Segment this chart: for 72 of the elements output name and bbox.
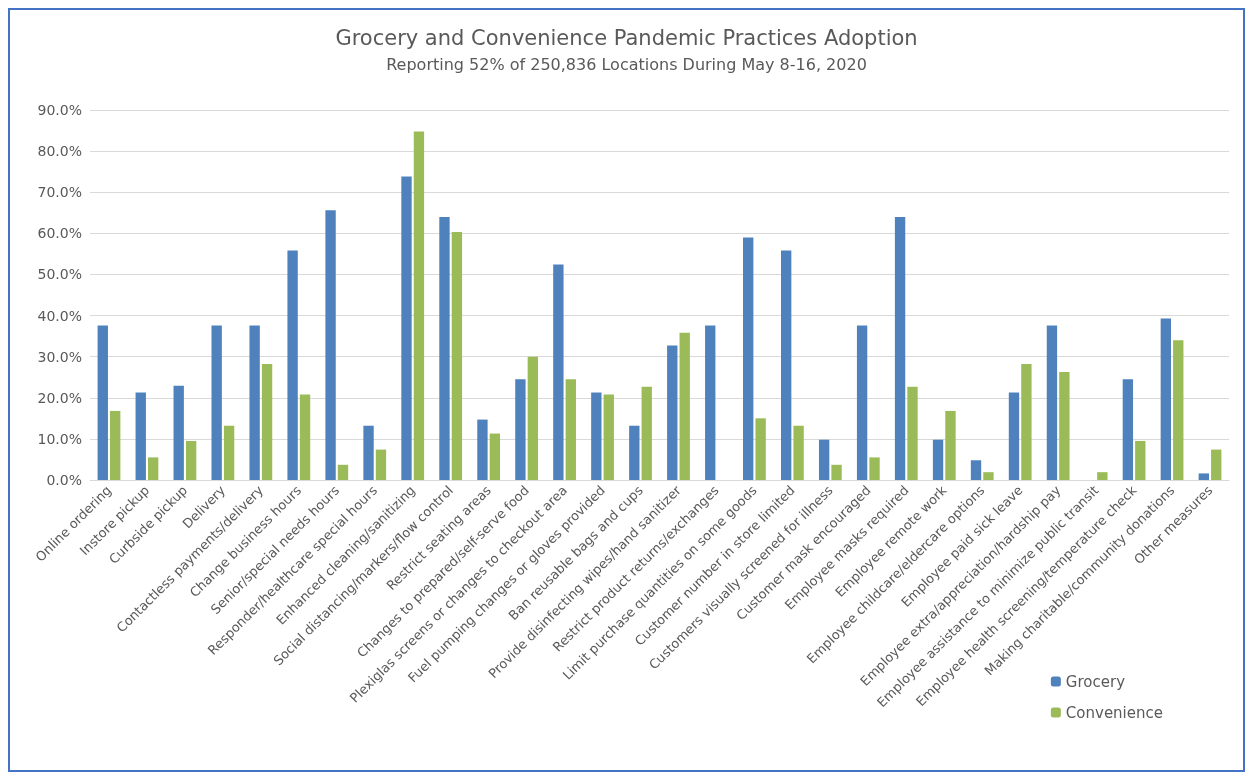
bar	[363, 425, 374, 480]
y-tick-label: 10.0%	[37, 430, 82, 447]
bar	[375, 449, 387, 480]
bar	[780, 250, 792, 480]
bar	[818, 439, 830, 480]
y-tick-label: 20.0%	[37, 389, 82, 406]
bar	[337, 464, 349, 480]
bar	[211, 325, 222, 480]
bar	[679, 332, 690, 480]
y-tick-label: 60.0%	[37, 225, 82, 242]
bar	[515, 379, 526, 480]
bar	[401, 176, 412, 480]
bar	[299, 394, 311, 480]
bar	[135, 392, 146, 480]
bar	[1021, 364, 1032, 480]
bar	[527, 356, 539, 480]
bar	[173, 385, 184, 480]
y-tick-label: 90.0%	[37, 102, 82, 118]
bar	[147, 457, 159, 480]
bar	[869, 457, 880, 480]
bar	[439, 216, 450, 480]
y-tick-label: 40.0%	[37, 307, 82, 324]
chart-subtitle: Reporting 52% of 250,836 Locations During May 8-16, 2020	[386, 54, 867, 74]
bar	[1122, 379, 1134, 480]
bar	[1173, 340, 1184, 480]
bar	[743, 237, 754, 480]
bar	[907, 386, 918, 480]
y-tick-label: 30.0%	[37, 348, 82, 365]
bar	[894, 216, 906, 480]
bar	[1198, 473, 1209, 480]
bar	[629, 425, 640, 480]
bar	[970, 460, 982, 480]
bar	[97, 325, 108, 480]
bar	[793, 425, 804, 480]
bar	[932, 439, 944, 480]
bar	[1008, 392, 1020, 480]
legend-label: Convenience	[1065, 703, 1164, 722]
bar	[667, 345, 678, 480]
bar	[856, 325, 868, 480]
bar	[185, 440, 197, 480]
bar	[249, 325, 260, 480]
bar	[261, 364, 273, 480]
bar	[451, 232, 463, 480]
bar	[223, 425, 235, 480]
bar	[603, 394, 614, 480]
bar	[983, 472, 994, 480]
y-tick-label: 80.0%	[37, 143, 82, 160]
bar	[1211, 449, 1222, 480]
legend-label: Grocery	[1065, 672, 1126, 691]
bar	[755, 418, 766, 480]
bar	[591, 392, 602, 480]
bar	[489, 433, 501, 480]
bar	[110, 410, 121, 480]
bar	[1059, 371, 1070, 480]
bar	[553, 264, 564, 480]
bar	[1097, 472, 1108, 480]
chart-title: Grocery and Convenience Pandemic Practices Adoption	[335, 25, 918, 50]
bar	[1046, 325, 1058, 480]
bar	[1135, 440, 1146, 480]
bar	[831, 464, 842, 480]
bar	[413, 131, 425, 480]
y-tick-label: 50.0%	[37, 266, 82, 283]
bar	[1160, 318, 1172, 480]
y-tick-label: 0.0%	[46, 472, 82, 488]
bar	[945, 410, 956, 480]
bar	[287, 250, 298, 480]
bar	[705, 325, 716, 480]
bar	[477, 419, 488, 480]
bar	[641, 386, 652, 480]
bar	[565, 379, 576, 480]
bar	[325, 210, 336, 480]
y-tick-label: 70.0%	[37, 184, 82, 201]
